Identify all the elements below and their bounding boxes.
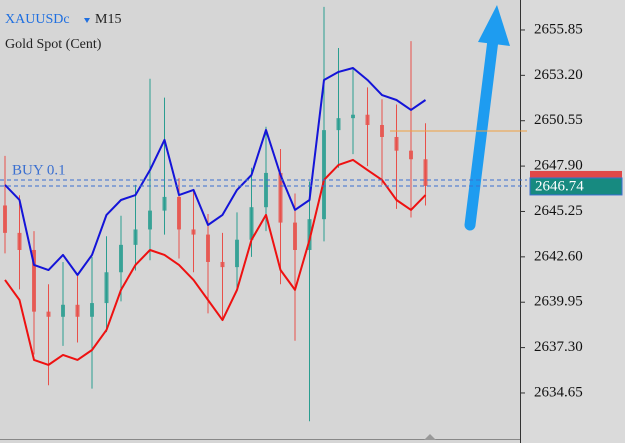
plot-background [0, 0, 520, 443]
candle-body [423, 159, 428, 186]
y-tick-label: 2650.55 [534, 112, 583, 128]
candle-body [191, 229, 196, 235]
candle-body [119, 244, 123, 273]
candle-body [220, 261, 225, 268]
candle-body [104, 272, 109, 304]
y-tick-label: 2637.30 [534, 339, 583, 355]
candle-body [90, 303, 94, 317]
arrow-head [478, 5, 510, 46]
candle-body [3, 205, 7, 233]
candle-body [365, 114, 370, 125]
y-tick-label: 2655.85 [534, 21, 583, 37]
order-label: BUY 0.1 [12, 162, 66, 178]
timeframe[interactable]: M15 [95, 12, 121, 27]
candle-body [75, 304, 80, 317]
arrow-shaft [464, 34, 499, 231]
candle-body [336, 118, 341, 131]
candle-body [177, 196, 181, 230]
candle-body [394, 136, 399, 151]
candle-body [351, 114, 355, 119]
candle-body [46, 311, 51, 317]
candle-body [307, 219, 312, 250]
candle-body [148, 210, 152, 230]
candle-body [322, 130, 326, 220]
y-tick-label: 2647.90 [534, 158, 583, 174]
candle-body [162, 196, 167, 211]
bid-box [529, 177, 623, 196]
description: Gold Spot (Cent) [5, 37, 102, 52]
candle-body [17, 232, 22, 250]
candle-body [380, 124, 384, 137]
indicator-line [4, 66, 427, 276]
candle-body [32, 249, 36, 312]
symbol[interactable]: XAUUSDc [5, 12, 70, 27]
candle-body [264, 172, 268, 208]
y-tick-label: 2642.60 [534, 248, 583, 264]
candle-body [293, 222, 297, 250]
candle-body [206, 234, 210, 262]
candle-body [249, 207, 254, 240]
candle-body [133, 229, 138, 245]
candle-body [278, 172, 283, 223]
scroll-marker[interactable] [424, 434, 436, 440]
y-tick-label: 2645.25 [534, 203, 583, 219]
y-tick-label: 2634.65 [534, 384, 583, 400]
candle-body [235, 239, 239, 268]
candle-body [61, 304, 65, 317]
marks [3, 6, 428, 422]
price-axis-background [520, 0, 625, 443]
symbol-menu-icon[interactable] [84, 18, 90, 23]
candle-body [409, 150, 413, 160]
y-tick-label: 2639.95 [534, 294, 583, 310]
bid-label: 2646.74 [535, 178, 584, 194]
indicator-line [4, 158, 427, 366]
y-tick-label: 2653.20 [534, 67, 583, 83]
